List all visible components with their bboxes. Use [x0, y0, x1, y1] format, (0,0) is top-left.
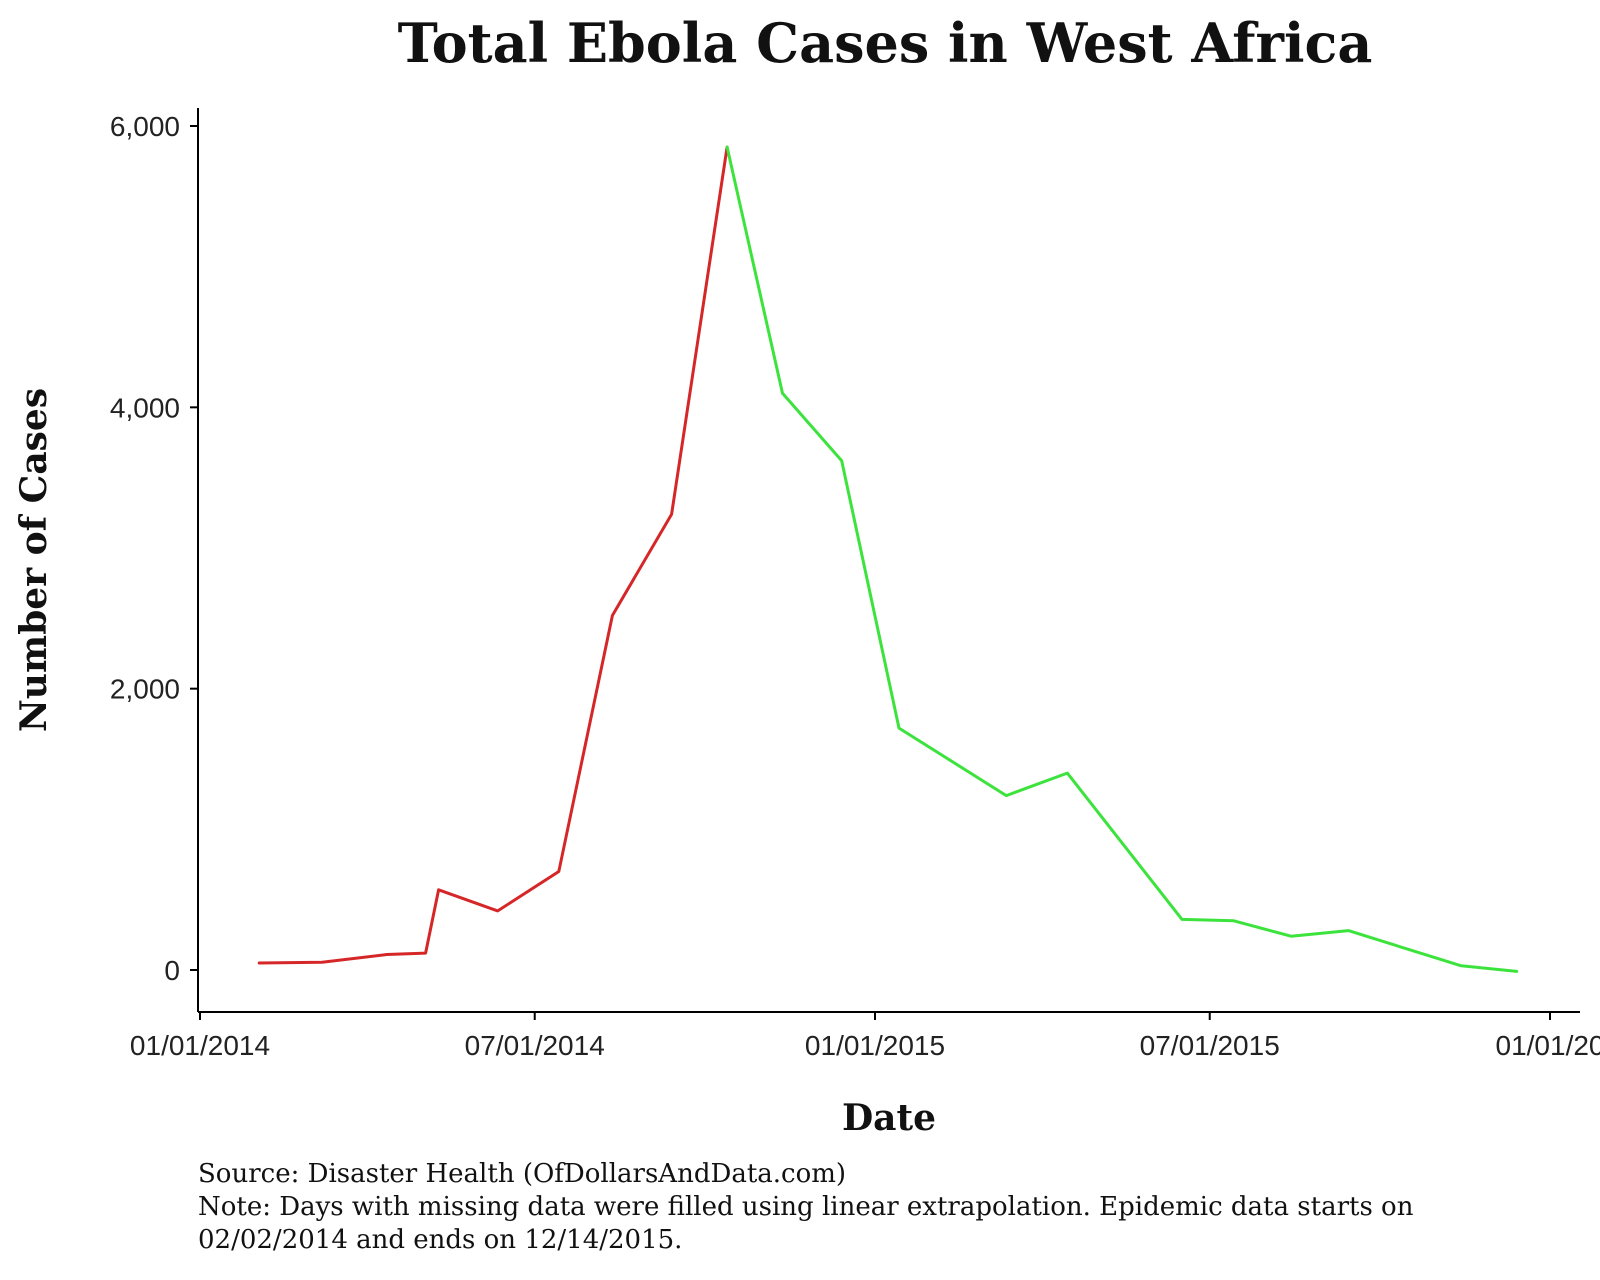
series-layer — [257, 145, 1519, 973]
series-line-2 — [725, 145, 1519, 973]
x-tick-label: 07/01/2014 — [465, 1030, 605, 1061]
method-note: Note: Days with missing data were filled… — [198, 1192, 1414, 1255]
y-tick-label: 4,000 — [110, 392, 180, 423]
source-note: Source: Disaster Health (OfDollarsAndDat… — [198, 1159, 847, 1189]
x-axis-ticks: 01/01/2014 07/01/2014 01/01/2015 07/01/2015… — [130, 1012, 1600, 1061]
chart-caption: Source: Disaster Health (OfDollarsAndDat… — [198, 1158, 1498, 1257]
y-axis-title: Number of Cases — [13, 388, 55, 732]
x-axis-title: Date — [842, 1097, 936, 1139]
x-tick-label: 01/01/2014 — [130, 1030, 270, 1061]
x-tick-label: 01/01/2015 — [805, 1030, 945, 1061]
x-tick-label: 01/01/20 — [1496, 1030, 1600, 1061]
y-tick-label: 2,000 — [110, 674, 180, 705]
x-tick-label: 07/01/2015 — [1140, 1030, 1280, 1061]
chart-title: Total Ebola Cases in West Africa — [398, 11, 1373, 75]
y-axis-ticks: 0 2,000 4,000 6,000 — [110, 111, 198, 986]
y-tick-label: 0 — [164, 955, 180, 986]
y-tick-label: 6,000 — [110, 111, 180, 142]
series-line-1 — [257, 145, 729, 965]
